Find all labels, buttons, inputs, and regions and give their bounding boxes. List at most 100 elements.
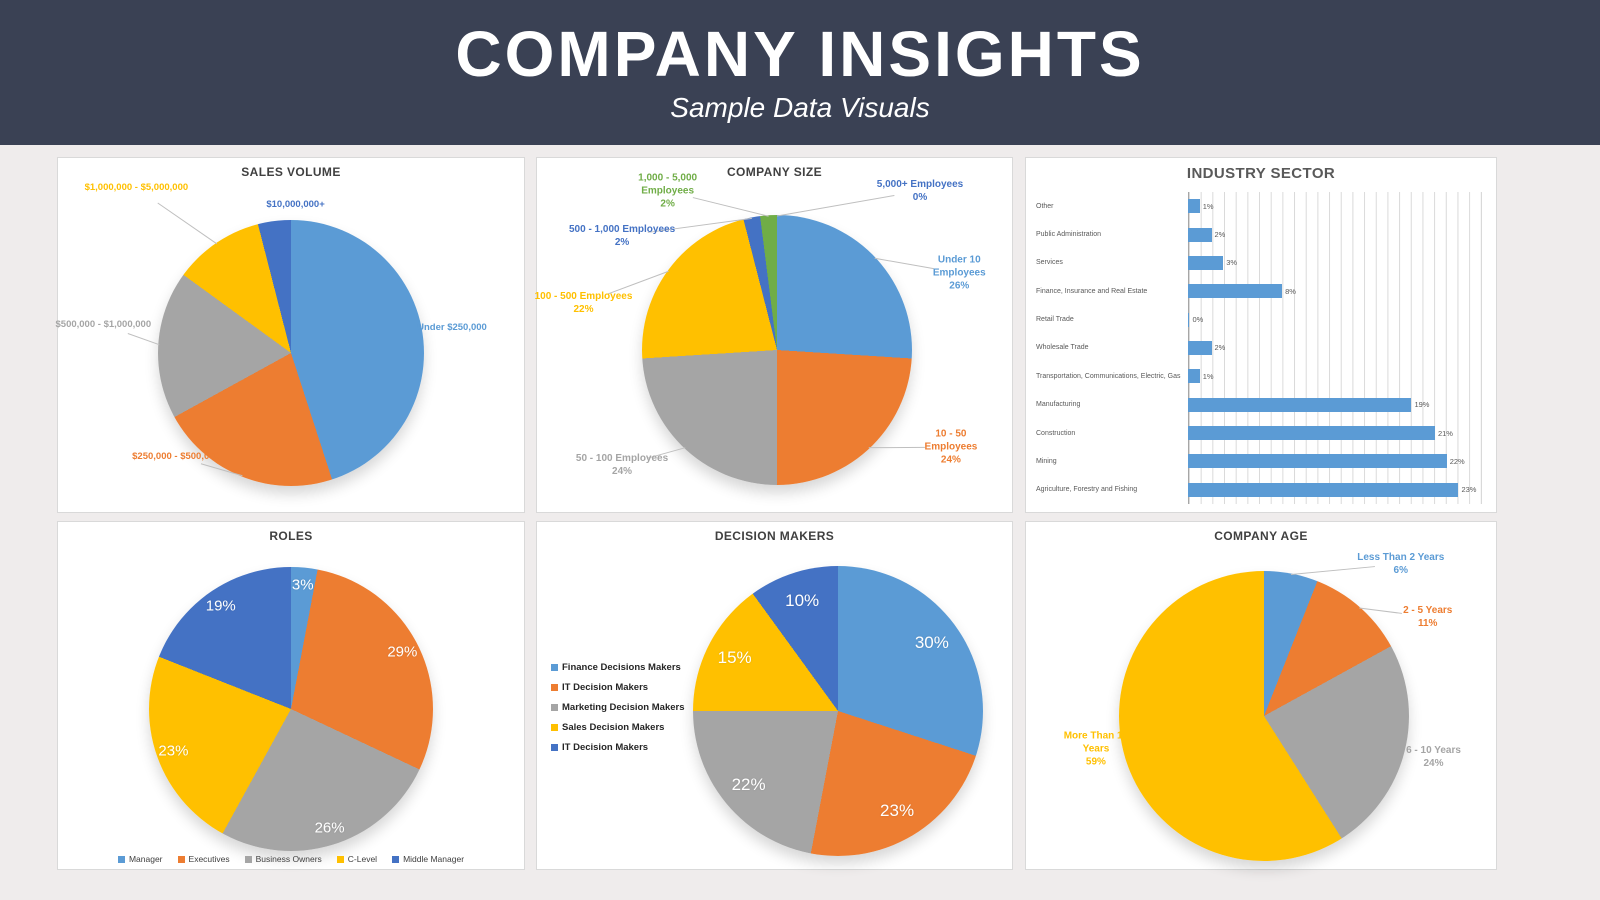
pie-company-size xyxy=(642,215,912,485)
legend-item: C-Level xyxy=(336,854,378,864)
pie-label: $500,000 - $1,000,000 xyxy=(56,319,152,331)
legend-swatch xyxy=(551,684,558,691)
company-size-pie-chart: Under 10 Employees 26% 10 - 50 Employees 24… xyxy=(535,158,1012,512)
pie-percent-label: 23% xyxy=(880,800,915,820)
pie-label-text: 2 - 5 Years xyxy=(1403,604,1453,616)
bar-track: 22% xyxy=(1188,447,1482,475)
pie-label-percent: 24% xyxy=(1423,757,1444,769)
pie-label-text: 6 - 10 Years xyxy=(1406,744,1461,756)
bar-value-label: 0% xyxy=(1192,315,1204,325)
legend-label: C-Level xyxy=(347,854,378,864)
legend-label: IT Decision Makers xyxy=(562,682,649,693)
bar-category-label: Manufacturing xyxy=(1036,401,1081,409)
bar-category-label: Other xyxy=(1036,202,1054,210)
page-title: COMPANY INSIGHTS xyxy=(455,17,1145,90)
bar-value-label: 8% xyxy=(1285,286,1296,296)
legend-item: Business Owners xyxy=(244,854,322,864)
pie-label-text: 1,000 - 5,000 Employees xyxy=(638,172,698,197)
bar-category-label: Construction xyxy=(1036,429,1076,437)
bar-value-label: 2% xyxy=(1214,230,1226,240)
chart-title-sales-volume: SALES VOLUME xyxy=(241,165,341,179)
pie-label-percent: 2% xyxy=(614,236,630,248)
pie-label-text: Under $250,000 xyxy=(417,321,487,333)
panel-sales-volume: SALES VOLUME Under $250,000 $250,000 - $5… xyxy=(56,157,525,513)
pie-label-percent: 26% xyxy=(949,280,970,292)
bar xyxy=(1188,227,1212,242)
legend-label: Manager xyxy=(128,854,163,864)
pie-decision-makers xyxy=(693,566,983,856)
legend-label: Executives xyxy=(188,854,230,864)
legend-label: Middle Manager xyxy=(403,854,465,864)
legend-item: IT Decision Makers xyxy=(551,682,685,693)
bar-category-label: Finance, Insurance and Real Estate xyxy=(1036,287,1148,295)
pie-label-percent: 22% xyxy=(573,304,594,315)
leader-line xyxy=(692,197,769,217)
legend-label: Marketing Decision Makers xyxy=(562,702,685,713)
bar-value-label: 22% xyxy=(1449,456,1465,466)
pie-label-text: $10,000,000+ xyxy=(266,199,325,211)
legend-swatch xyxy=(551,704,558,711)
pie-label: Under $250,000 xyxy=(417,321,487,333)
panel-company-size: COMPANY SIZE Under 10 Employees 26% 10 - 5… xyxy=(535,157,1013,513)
bar-value-label: 1% xyxy=(1202,201,1214,211)
bar-category-label: Wholesale Trade xyxy=(1036,344,1089,352)
pie-percent-label: 29% xyxy=(387,643,418,661)
pie-label-percent: 11% xyxy=(1417,617,1438,629)
chart-title-industry-sector: INDUSTRY SECTOR xyxy=(1186,165,1336,182)
pie-label: 50 - 100 Employees 24% xyxy=(576,452,668,478)
bar-value-label: 23% xyxy=(1461,485,1477,495)
bar xyxy=(1188,426,1435,441)
pie-label: $10,000,000+ xyxy=(266,199,324,211)
decision-makers-pie-chart: 30% 23% 22% 15% 10% xyxy=(537,522,1012,869)
legend-swatch xyxy=(177,855,185,863)
pie-label-text: $250,000 - $500,000 xyxy=(132,450,220,462)
bar-value-label: 21% xyxy=(1437,428,1453,438)
pie-label-text: Under 10 Employees xyxy=(932,254,986,279)
bar-rows: Other 1% Public Administration 2% Services 3%… xyxy=(1036,192,1482,504)
roles-pie-chart: 3% 29% 26% 23% 19% xyxy=(58,522,524,869)
bar-category-label: Services xyxy=(1036,259,1063,267)
bar-track: 1% xyxy=(1188,362,1482,390)
pie-label-text: 100 - 500 Employees xyxy=(534,291,633,302)
legend-item: Marketing Decision Makers xyxy=(551,702,685,713)
bar xyxy=(1188,255,1224,270)
panel-roles: ROLES 3% 29% 26% 23% 19% Manager Executives Bu… xyxy=(57,521,525,870)
legend-item: Manager xyxy=(117,854,163,864)
pie-label-percent: 59% xyxy=(1085,756,1106,768)
bar-category-label: Retail Trade xyxy=(1036,316,1074,324)
legend-item: Middle Manager xyxy=(392,854,464,864)
legend-label: IT Decision Makers xyxy=(562,742,649,753)
pie-label: 1,000 - 5,000 Employees 2% xyxy=(638,172,697,211)
bar-track: 0% xyxy=(1188,305,1482,333)
legend-item: Finance Decisions Makers xyxy=(551,662,685,673)
bar-track: 1% xyxy=(1188,192,1482,220)
pie-label-text: More Than 10 Years xyxy=(1063,730,1129,755)
pie-label: 2 - 5 Years 11% xyxy=(1403,604,1452,630)
pie-percent-label: 23% xyxy=(158,742,189,760)
pie-label: More Than 10 Years 59% xyxy=(1064,729,1128,768)
pie-label-text: 500 - 1,000 Employees xyxy=(568,223,676,235)
pie-label-percent: 0% xyxy=(912,192,928,203)
sales-volume-pie-chart: Under $250,000 $250,000 - $500,000 $500,00… xyxy=(56,158,524,512)
bar-value-label: 3% xyxy=(1226,258,1238,268)
pie-label-percent: 2% xyxy=(660,198,675,210)
pie-label: 6 - 10 Years 24% xyxy=(1406,744,1461,770)
pie-label: $1,000,000 - $5,000,000 xyxy=(85,182,189,194)
leader-line xyxy=(127,333,160,346)
bar xyxy=(1188,340,1212,355)
pie-label: 100 - 500 Employees 22% xyxy=(535,290,633,316)
pie-label-text: $1,000,000 - $5,000,000 xyxy=(84,182,189,193)
legend-swatch xyxy=(392,855,400,863)
bar-track: 8% xyxy=(1188,277,1482,305)
chart-title-company-size: COMPANY SIZE xyxy=(726,165,823,179)
pie-label-percent: 24% xyxy=(940,454,961,466)
panel-industry-sector: INDUSTRY SECTOR Other 1% Public Administra… xyxy=(1025,157,1497,513)
bar-track: 21% xyxy=(1188,419,1482,447)
header-banner: COMPANY INSIGHTS Sample Data Visuals xyxy=(0,0,1600,145)
panel-decision-makers: DECISION MAKERS 30% 23% 22% 15% 10% Finance … xyxy=(536,521,1013,870)
bar xyxy=(1188,199,1200,214)
pie-label-text: 50 - 100 Employees xyxy=(575,453,669,465)
legend-swatch xyxy=(551,664,558,671)
bar-track: 3% xyxy=(1188,249,1482,277)
